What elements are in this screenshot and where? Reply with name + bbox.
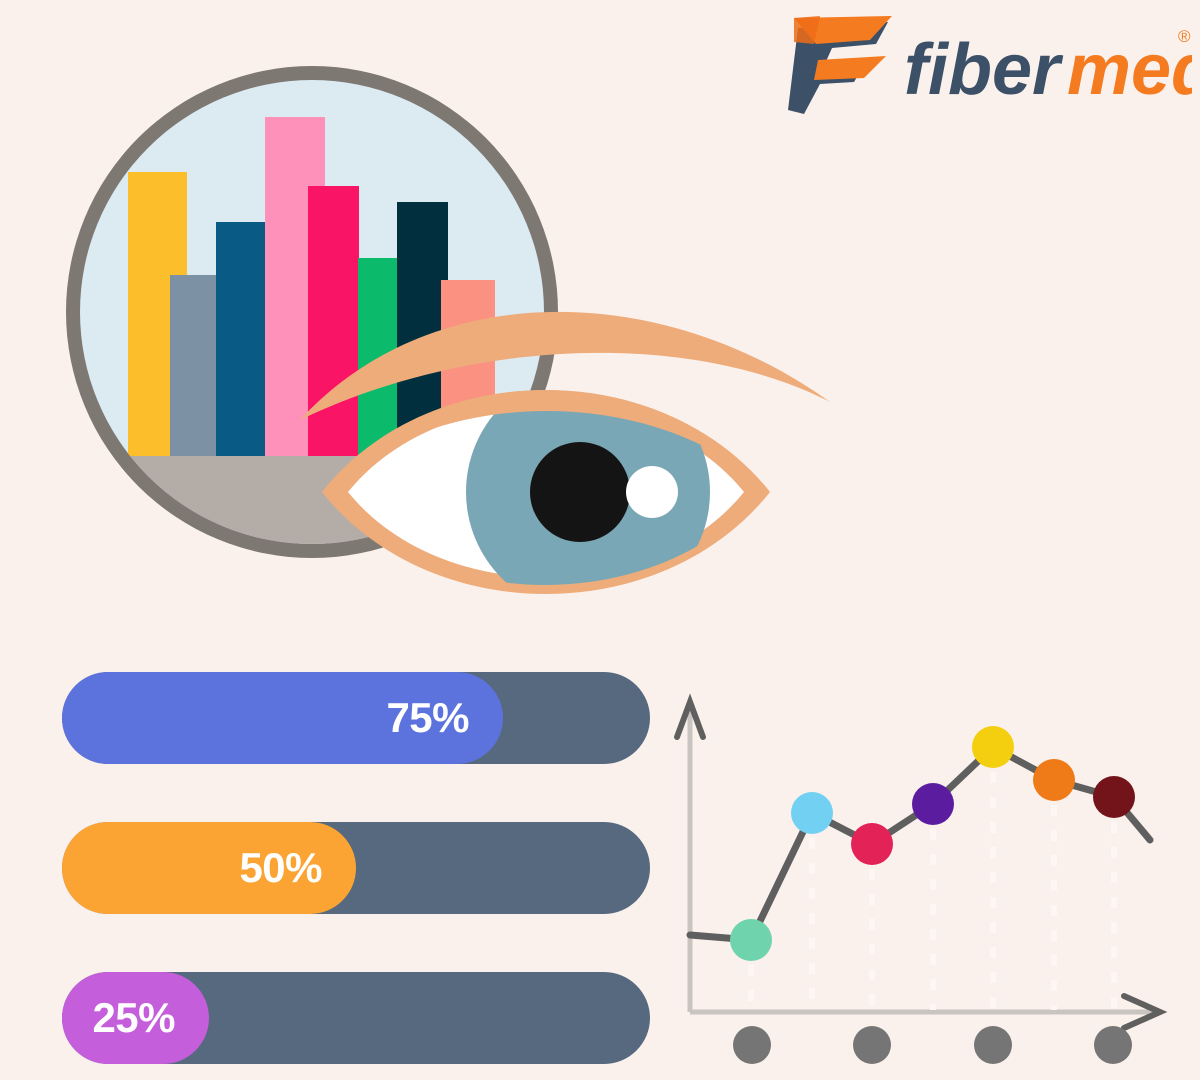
logo-registered-mark: ® xyxy=(1178,27,1191,46)
progress-label-75: 75% xyxy=(386,694,469,741)
progress-bars-panel: 75% 50% 25% xyxy=(62,672,650,1064)
axis-markers xyxy=(733,1026,1132,1064)
data-point-1[interactable] xyxy=(730,919,772,961)
progress-label-50: 50% xyxy=(239,844,322,891)
eye-pupil xyxy=(530,442,630,542)
progress-bar-row-75[interactable]: 75% xyxy=(62,672,650,764)
axis-marker-2[interactable] xyxy=(853,1026,891,1064)
axis-marker-4[interactable] xyxy=(1094,1026,1132,1064)
progress-fill-25: 25% xyxy=(62,972,209,1064)
progress-fill-50: 50% xyxy=(62,822,356,914)
fibermedya-logo[interactable]: fiber medya ® xyxy=(780,14,1200,118)
data-point-7[interactable] xyxy=(1093,776,1135,818)
data-point-3[interactable] xyxy=(851,823,893,865)
data-points xyxy=(730,726,1135,961)
x-axis-arrow-icon xyxy=(1121,993,1168,1031)
eye-upper-lid xyxy=(322,390,770,492)
y-axis-arrow-icon xyxy=(674,693,706,740)
logo-svg: fiber medya ® xyxy=(788,16,1200,114)
data-point-6[interactable] xyxy=(1033,759,1075,801)
trend-line xyxy=(686,743,1154,944)
progress-label-25: 25% xyxy=(92,994,175,1041)
bar-3 xyxy=(216,222,267,457)
line-chart-panel xyxy=(668,690,1180,1072)
logo-word-medya: medya xyxy=(1067,30,1192,110)
axis-marker-3[interactable] xyxy=(974,1026,1012,1064)
chart-axes xyxy=(674,693,1168,1031)
data-point-4[interactable] xyxy=(912,783,954,825)
eye-highlight xyxy=(626,466,678,518)
progress-bar-row-50[interactable]: 50% xyxy=(62,822,650,914)
data-point-2[interactable] xyxy=(791,792,833,834)
progress-fill-75: 75% xyxy=(62,672,503,764)
logo-f-mark-icon xyxy=(788,16,892,114)
hero-svg xyxy=(66,66,830,594)
hero-illustration xyxy=(0,0,900,650)
line-chart-svg xyxy=(674,693,1168,1064)
logo-word-fiber: fiber xyxy=(904,30,1064,110)
bar-5 xyxy=(308,186,359,457)
data-point-5[interactable] xyxy=(972,726,1014,768)
iris-group xyxy=(466,399,710,585)
eyebrow-icon xyxy=(300,311,830,420)
axis-marker-1[interactable] xyxy=(733,1026,771,1064)
gridlines xyxy=(748,747,1117,1010)
eye-icon xyxy=(322,390,770,594)
progress-bar-row-25[interactable]: 25% xyxy=(62,972,650,1064)
